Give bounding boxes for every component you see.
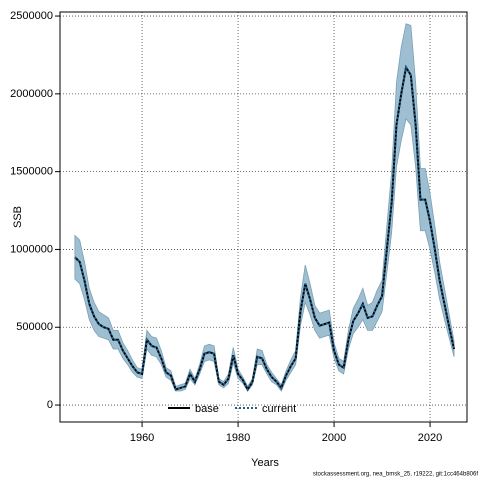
y-tick-label: 1500000 <box>10 166 53 178</box>
y-axis-label: SSB <box>12 206 24 228</box>
footnote: stockassessment.org, nea_bmsk_25, r19222… <box>313 472 478 478</box>
legend-label: base <box>195 403 219 415</box>
plot-frame <box>59 11 468 423</box>
x-axis-label: Years <box>251 457 279 469</box>
y-tick-label: 2000000 <box>10 88 53 100</box>
y-tick-label: 1000000 <box>10 243 53 255</box>
series-line <box>74 64 456 392</box>
x-tick-label: 1960 <box>130 432 154 444</box>
y-tick-label: 2500000 <box>10 10 53 22</box>
y-tick-label: 500000 <box>16 321 53 333</box>
legend-label: current <box>262 403 296 415</box>
confidence-band <box>74 23 455 392</box>
y-tick-label: 0 <box>47 399 53 411</box>
x-tick-label: 2020 <box>418 432 442 444</box>
x-tick-label: 2000 <box>322 432 346 444</box>
series-line <box>74 64 456 392</box>
x-tick-label: 1980 <box>226 432 250 444</box>
